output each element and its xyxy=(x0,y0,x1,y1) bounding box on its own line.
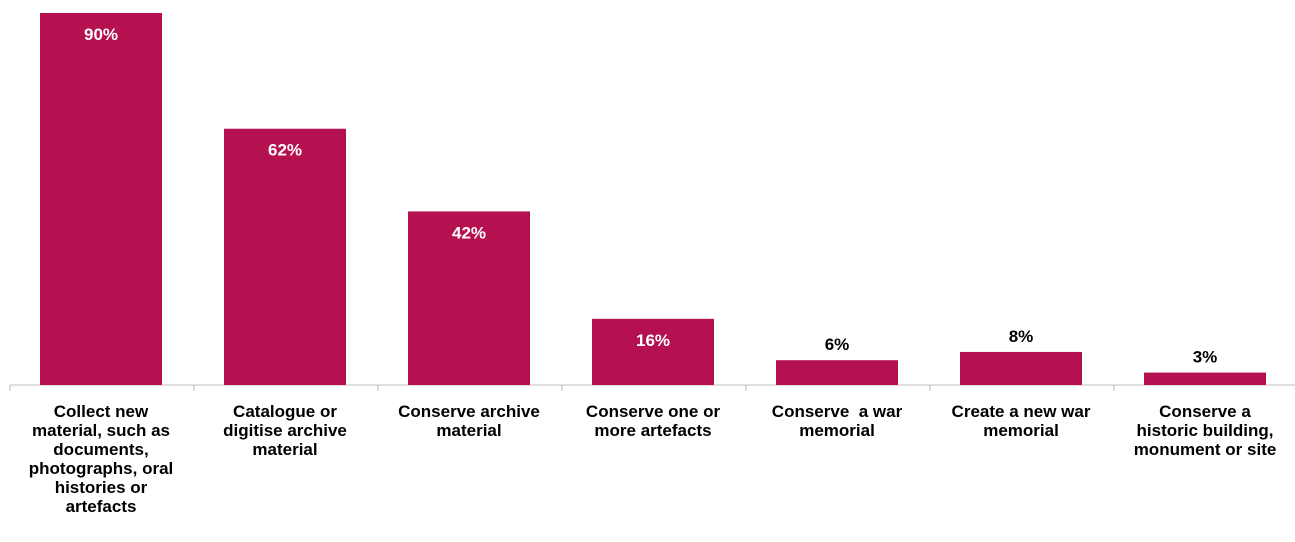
x-tick-label-line: documents, xyxy=(53,440,149,459)
x-tick-label-line: Collect new xyxy=(53,402,149,421)
bar xyxy=(40,13,162,385)
bar xyxy=(224,128,346,385)
x-tick-label-line: more artefacts xyxy=(594,421,712,440)
data-label: 3% xyxy=(1193,348,1218,367)
x-tick-label-line: photographs, oral xyxy=(28,459,174,478)
x-tick-label-line: memorial xyxy=(799,421,875,440)
x-tick-label: Catalogue or digitise archive material xyxy=(197,402,373,459)
x-tick-label-line: material xyxy=(436,421,502,440)
x-tick-label-line: Conserve archive xyxy=(398,402,540,421)
x-tick-label-line: memorial xyxy=(983,421,1059,440)
x-tick-label-line: digitise archive xyxy=(223,421,347,440)
x-tick-label: Create a new war memorial xyxy=(933,402,1109,440)
x-tick-label-line: Catalogue or xyxy=(233,402,337,421)
data-label: 6% xyxy=(825,335,850,354)
x-tick-label-line: Conserve a war xyxy=(771,402,903,421)
data-label: 8% xyxy=(1009,327,1034,346)
data-label: 90% xyxy=(84,25,118,44)
x-tick-label: Conserve one or more artefacts xyxy=(565,402,741,440)
x-tick-label-line: material, such as xyxy=(32,421,170,440)
bar xyxy=(592,318,714,385)
bar xyxy=(1144,372,1266,385)
x-tick-label-line: artefacts xyxy=(65,497,137,516)
bar xyxy=(960,351,1082,385)
x-tick-label: Conserve a historic building, monument or … xyxy=(1117,402,1293,459)
x-tick-label-line: material xyxy=(252,440,318,459)
x-tick-label-line: historic building, xyxy=(1136,421,1274,440)
x-tick-label-line: Conserve one or xyxy=(585,402,721,421)
x-tick-label-line: Create a new war xyxy=(951,402,1091,421)
data-label: 62% xyxy=(268,141,302,160)
x-tick-label: Conserve archive material xyxy=(381,402,557,440)
x-tick-label-line: monument or site xyxy=(1133,440,1277,459)
bar xyxy=(408,211,530,385)
data-label: 16% xyxy=(636,331,670,350)
x-tick-label-line: histories or xyxy=(54,478,148,497)
data-label: 42% xyxy=(452,223,486,242)
x-tick-label: Conserve a war memorial xyxy=(749,402,925,440)
x-tick-label: Collect new material, such as documents, ph… xyxy=(13,402,189,516)
bar xyxy=(776,360,898,385)
x-tick-label-line: Conserve a xyxy=(1159,402,1251,421)
